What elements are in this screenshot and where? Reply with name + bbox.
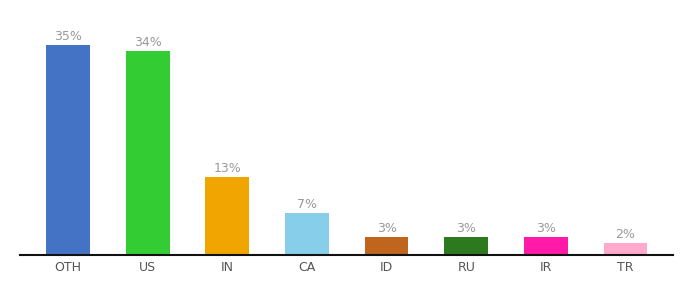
Text: 3%: 3% bbox=[536, 222, 556, 235]
Bar bbox=[604, 243, 647, 255]
Bar bbox=[126, 51, 170, 255]
Text: 34%: 34% bbox=[134, 36, 162, 49]
Text: 7%: 7% bbox=[297, 198, 317, 211]
Bar bbox=[205, 177, 250, 255]
Text: 35%: 35% bbox=[54, 30, 82, 43]
Bar bbox=[285, 213, 329, 255]
Text: 13%: 13% bbox=[214, 162, 241, 175]
Bar bbox=[46, 45, 90, 255]
Bar bbox=[524, 237, 568, 255]
Text: 3%: 3% bbox=[456, 222, 476, 235]
Text: 3%: 3% bbox=[377, 222, 396, 235]
Bar bbox=[364, 237, 409, 255]
Bar bbox=[444, 237, 488, 255]
Text: 2%: 2% bbox=[615, 228, 635, 241]
